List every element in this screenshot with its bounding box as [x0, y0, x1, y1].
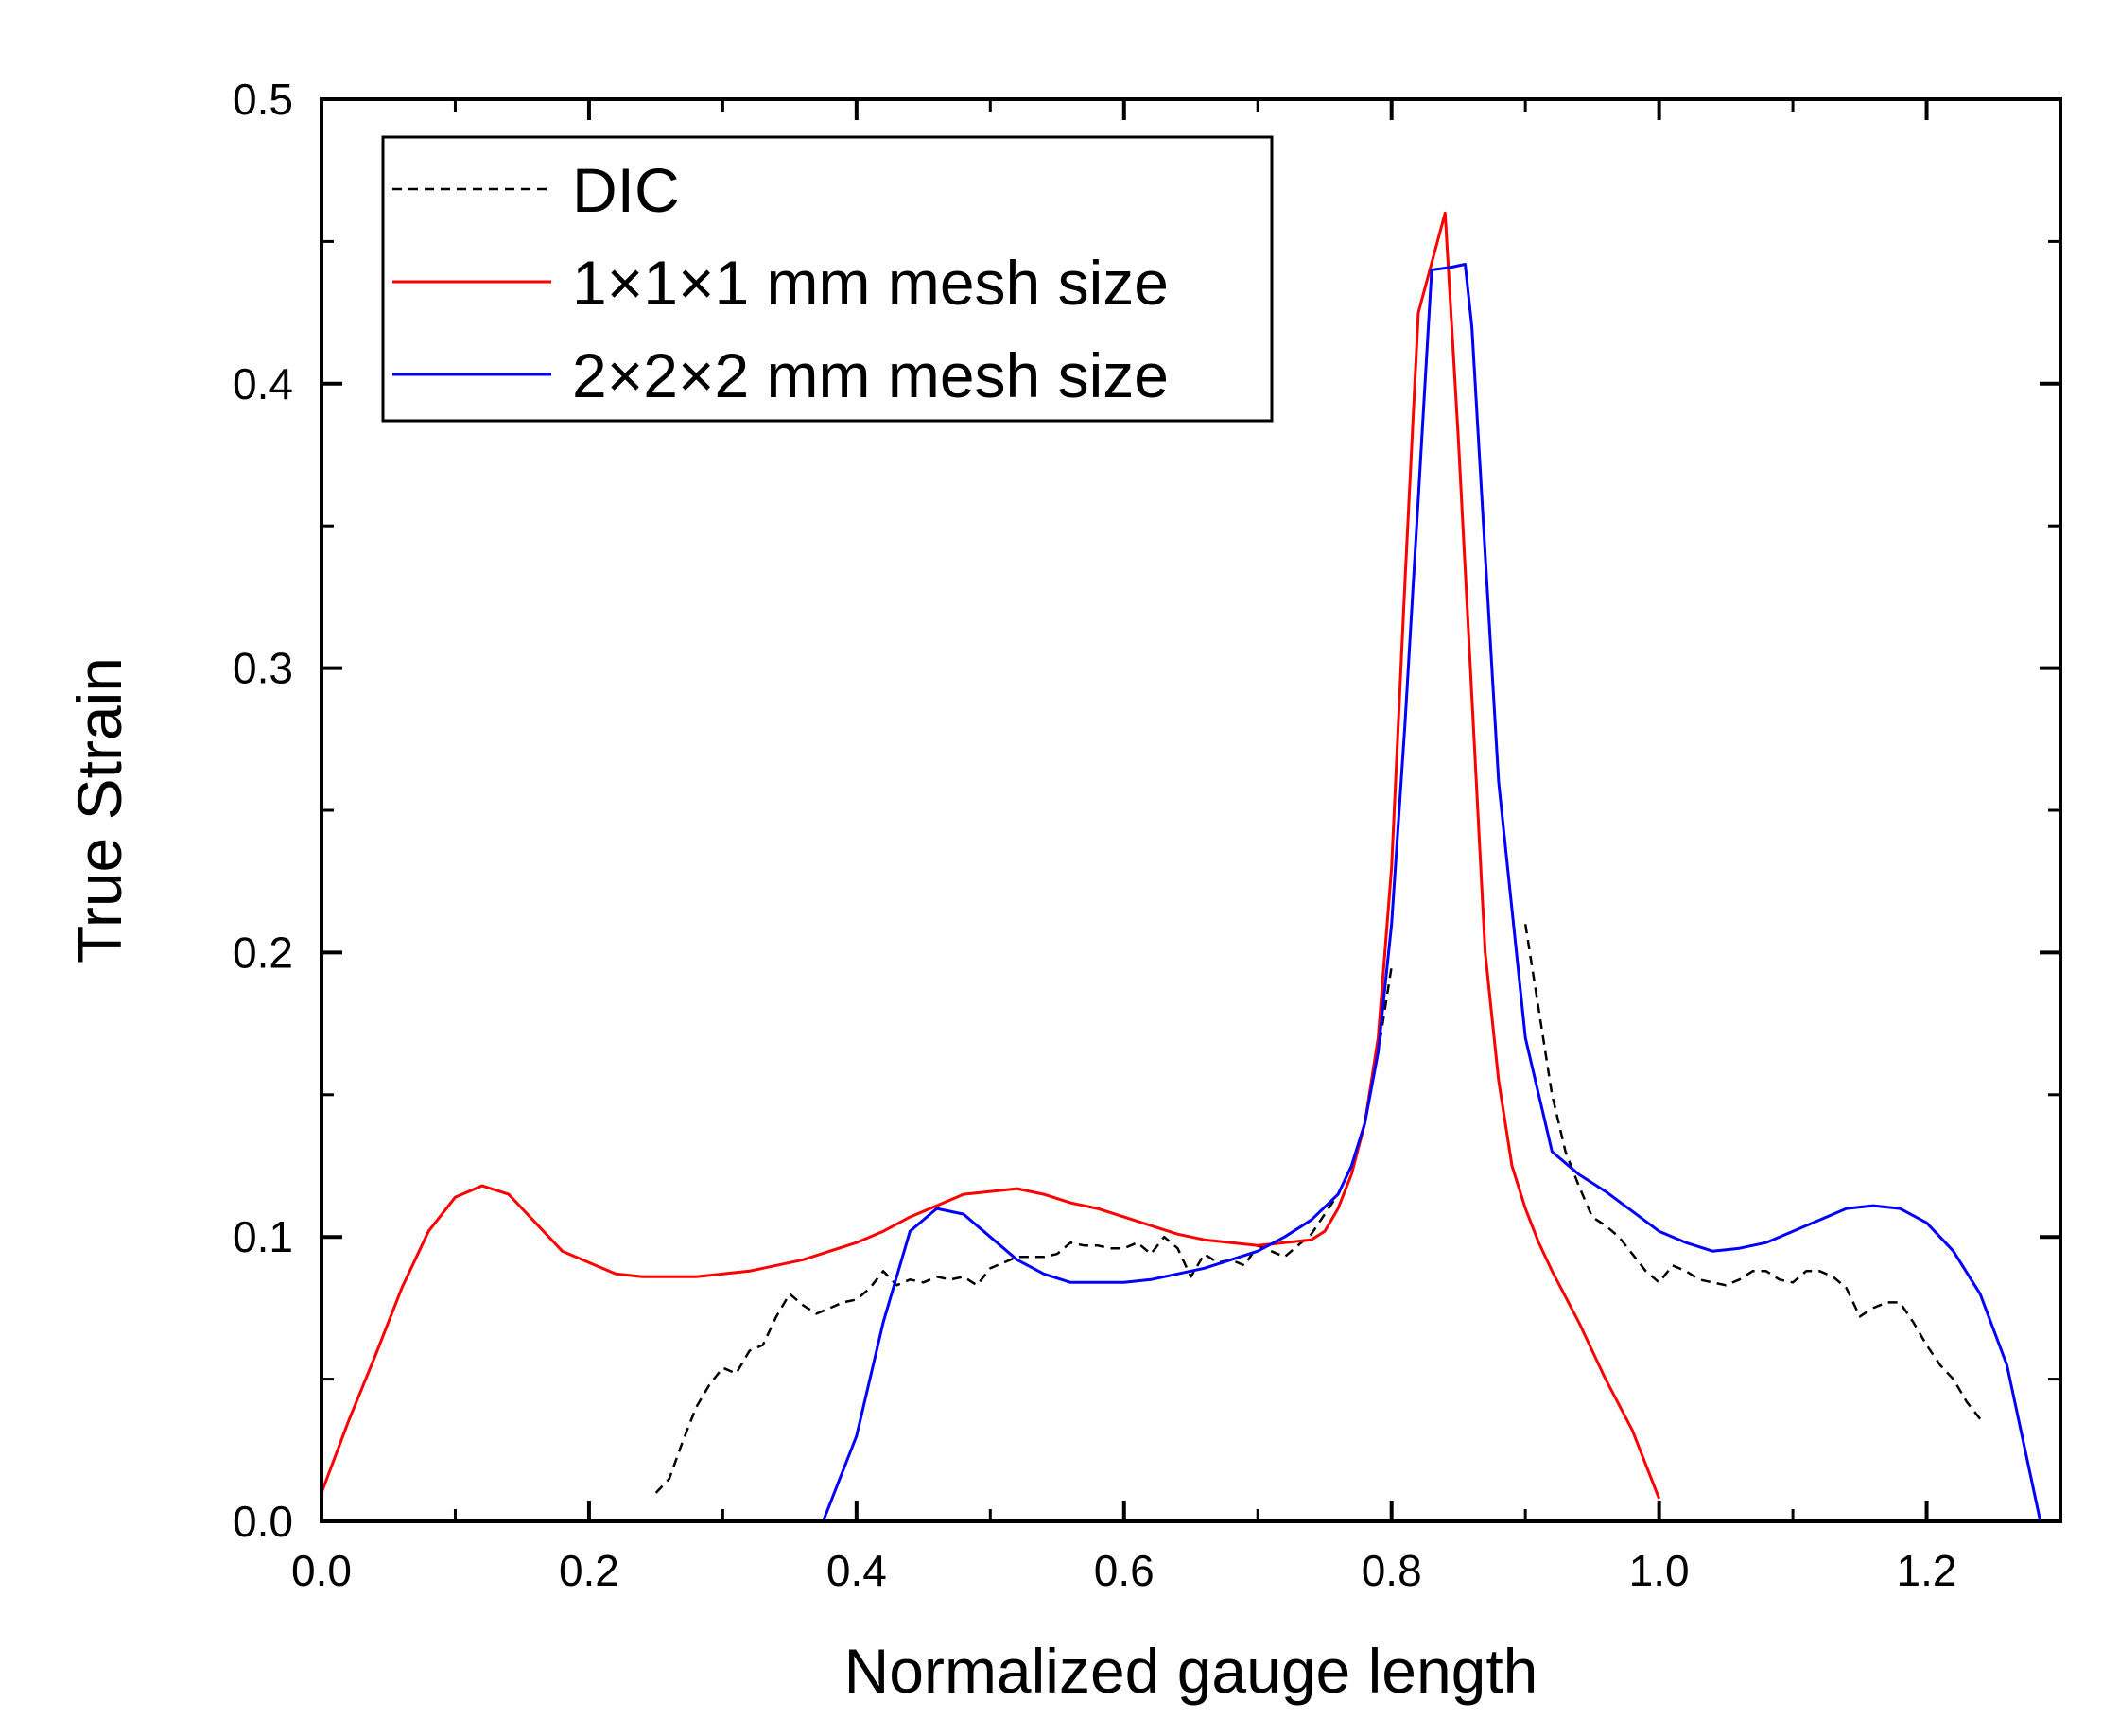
series-3-line-segment-1 — [822, 263, 2042, 1522]
x-tick-label: 0.0 — [291, 1546, 352, 1595]
legend-label-2: 1×1×1 mm mesh size — [572, 248, 1169, 318]
series-2-line-segment-1 — [320, 211, 1660, 1500]
x-tick-label: 0.8 — [1362, 1546, 1422, 1595]
y-tick-label: 0.1 — [233, 1212, 293, 1261]
x-tick-label: 1.0 — [1629, 1546, 1690, 1595]
y-tick-label: 0.0 — [233, 1497, 293, 1546]
y-tick-label: 0.3 — [233, 644, 293, 693]
legend: DIC 1×1×1 mm mesh size 2×2×2 mm mesh size — [381, 135, 1274, 423]
y-tick-label: 0.2 — [233, 928, 293, 977]
y-tick-label: 0.4 — [233, 359, 293, 408]
series-1-line-segment-2 — [1523, 924, 1982, 1420]
x-tick-label: 1.2 — [1897, 1546, 1957, 1595]
x-tick-label: 0.6 — [1094, 1546, 1155, 1595]
series-1-line-segment-1 — [654, 966, 1393, 1494]
x-axis-title: Normalized gauge length — [844, 1636, 1538, 1706]
x-tick-label: 0.2 — [559, 1546, 619, 1595]
y-tick-label: 0.5 — [233, 75, 293, 124]
legend-label-3: 2×2×2 mm mesh size — [572, 340, 1169, 410]
series-layer — [320, 211, 2042, 1522]
x-tick-label: 0.4 — [826, 1546, 887, 1595]
y-axis-title: True Strain — [64, 657, 134, 963]
legend-label-1: DIC — [572, 155, 680, 225]
axes-layer: 0.0 0.2 0.4 0.6 0.8 1.0 1.2 0.0 0.1 0.2 0.3 0.4 0.5 — [233, 75, 2062, 1595]
